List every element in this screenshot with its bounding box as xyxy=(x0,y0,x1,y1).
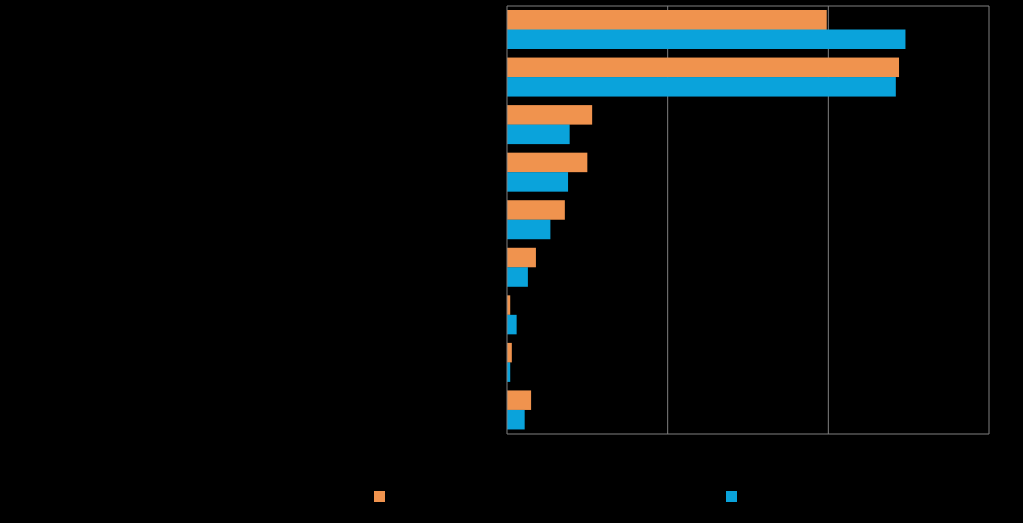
bar-series2-category6 xyxy=(507,267,528,287)
bar-series2-category8 xyxy=(507,362,511,382)
bar-series1-category4 xyxy=(507,152,588,173)
bar-series2-category4 xyxy=(507,172,569,192)
legend-swatch-1 xyxy=(374,491,385,502)
bar-series1-category6 xyxy=(507,247,536,268)
bar-series1-category1 xyxy=(507,10,827,30)
bar-series1-category2 xyxy=(507,57,900,78)
bar-series2-category3 xyxy=(507,124,570,145)
bar-series2-category7 xyxy=(507,314,517,335)
axes xyxy=(506,5,989,435)
bars xyxy=(507,10,906,430)
bar-series2-category1 xyxy=(507,29,906,49)
bar-series2-category2 xyxy=(507,77,896,97)
bar-series2-category9 xyxy=(507,409,525,430)
bar-series1-category3 xyxy=(507,105,593,125)
bar-series1-category5 xyxy=(507,200,565,220)
bar-series1-category9 xyxy=(507,390,532,410)
bar-series1-category7 xyxy=(507,295,511,315)
bar-series1-category8 xyxy=(507,342,512,363)
legend-swatch-2 xyxy=(726,491,737,502)
bar-series2-category5 xyxy=(507,219,551,240)
legend xyxy=(374,491,737,502)
